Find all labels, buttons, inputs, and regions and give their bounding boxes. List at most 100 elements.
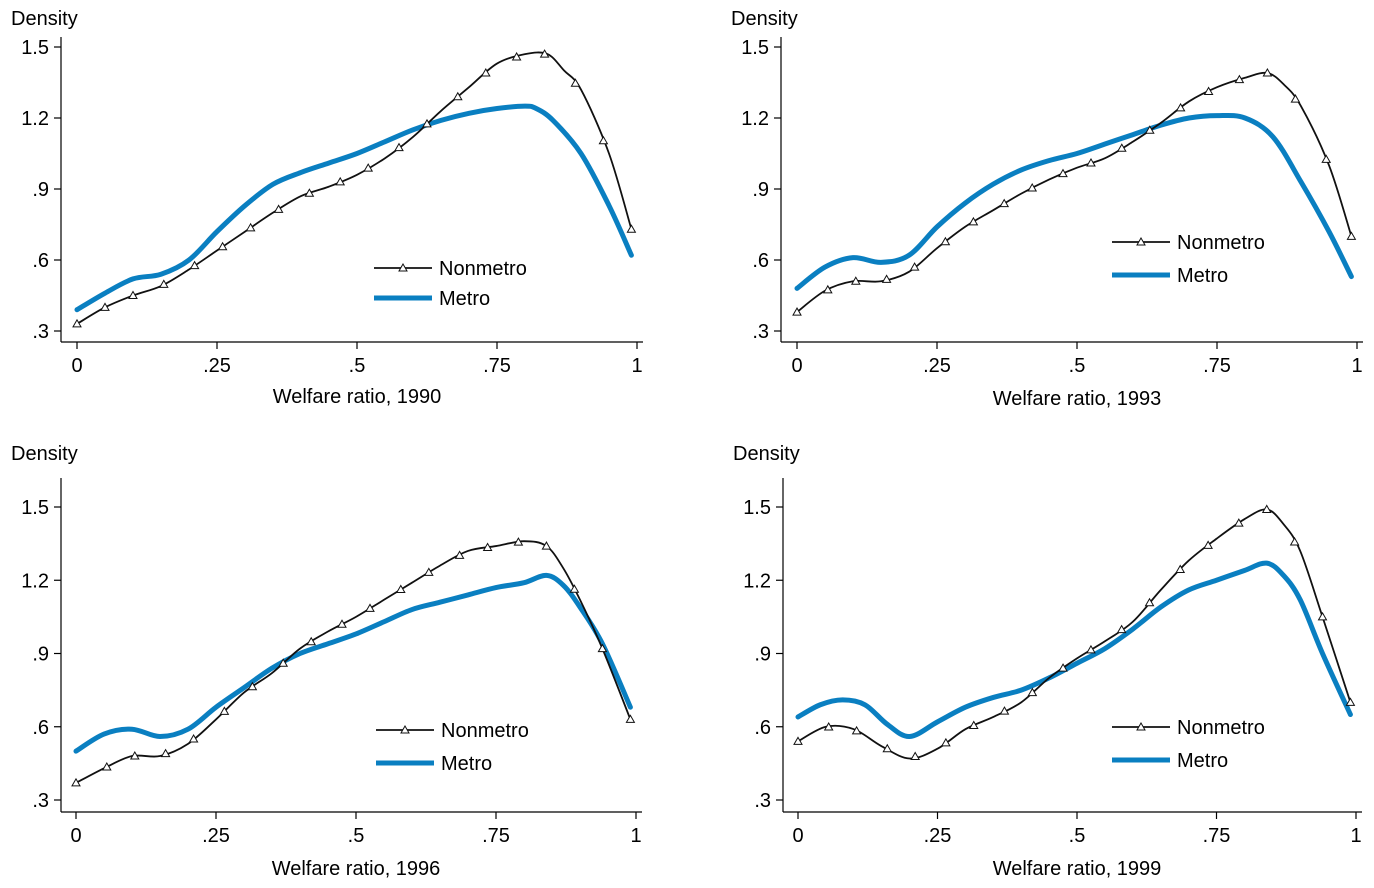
nonmetro-data-point [539,49,550,58]
y-tick-label: 1.2 [21,570,49,592]
x-tick-label: .25 [924,825,952,847]
nonmetro-data-point [513,537,524,546]
nonmetro-data-point [158,279,169,288]
legend-nonmetro-marker [1136,721,1146,731]
x-tick-label: .25 [202,825,230,847]
x-tick-label: 1 [1350,825,1361,847]
nonmetro-data-point [422,118,432,128]
y-tick-label: 1.5 [743,497,771,519]
metro-series-line [73,572,633,754]
x-tick-label: .5 [1069,825,1086,847]
y-tick-label: .9 [32,644,49,666]
nonmetro-data-point [910,751,921,761]
y-tick-label: 1.2 [21,108,49,130]
nonmetro-data-point [1345,697,1356,706]
x-tick-label: 1 [630,825,641,847]
nonmetro-data-point [1144,597,1155,607]
nonmetro-data-point [335,176,346,186]
legend-nonmetro-label: Nonmetro [439,258,527,280]
x-tick-label: 0 [792,825,803,847]
nonmetro-data-point [1234,74,1245,84]
nonmetro-data-point [1203,540,1213,549]
nonmetro-data-point [395,584,406,594]
nonmetro-data-point [394,142,404,152]
nonmetro-data-point [1262,68,1273,77]
nonmetro-data-point [1175,564,1186,574]
nonmetro-data-point [128,290,138,299]
x-tick-label: 1 [631,355,642,377]
nonmetro-data-point [598,135,609,145]
metro-series-line [74,103,634,313]
x-axis-label: Welfare ratio, 1996 [272,858,441,880]
legend-metro-label: Metro [1177,750,1228,772]
x-tick-label: 0 [70,825,81,847]
nonmetro-data-point [1317,611,1328,621]
nonmetro-series-line [797,508,1352,760]
x-tick-label: 1 [1351,355,1362,377]
y-tick-label: 1.2 [741,108,769,130]
metro-series-line [794,112,1354,291]
nonmetro-series-line [796,71,1353,313]
nonmetro-data-point [423,567,434,576]
density-panel: Density .3 .6 .9 1.2 1.5 0 .25 .5 .75 1 Welfare rat… [731,8,1363,410]
nonmetro-data-point [1289,536,1300,546]
nonmetro-data-point [881,274,892,283]
nonmetro-data-point [1175,102,1186,112]
nonmetro-data-point [273,204,284,213]
legend: Nonmetro Metro [1112,717,1265,772]
nonmetro-data-point [1027,183,1038,192]
x-axis-label: Welfare ratio, 1993 [993,388,1162,410]
nonmetro-data-point [189,260,200,270]
y-tick-label: .6 [754,717,771,739]
nonmetro-data-point [968,720,979,730]
nonmetro-data-point [1261,504,1272,513]
nonmetro-data-point [278,658,289,667]
x-tick-label: .75 [483,355,511,377]
y-axis-label: Density [11,8,78,30]
y-tick-label: .3 [752,321,769,343]
y-tick-label: .6 [32,250,49,272]
nonmetro-data-point [999,198,1010,208]
legend-nonmetro-marker [398,262,408,272]
legend-nonmetro-marker [400,724,410,734]
nonmetro-data-point [1233,518,1244,527]
x-tick-label: .5 [348,825,365,847]
nonmetro-data-point [597,643,608,653]
y-tick-label: 1.2 [743,570,771,592]
density-panel: Density .3 .6 .9 1.2 1.5 0 .25 .5 .75 1 Welfare rat… [11,443,642,880]
nonmetro-data-point [1144,125,1155,134]
y-tick-label: .3 [754,790,771,812]
nonmetro-data-point [1321,154,1332,163]
nonmetro-data-point [365,603,375,612]
nonmetro-data-point [968,216,979,226]
legend: Nonmetro Metro [376,720,529,775]
legend-metro-label: Metro [439,288,490,310]
nonmetro-data-point [1346,231,1357,240]
y-tick-label: 1.5 [21,497,49,519]
nonmetro-data-point [626,224,637,233]
nonmetro-data-point [909,262,920,271]
y-tick-label: .9 [754,644,771,666]
nonmetro-data-point [822,284,833,294]
nonmetro-data-point [941,737,951,747]
x-tick-label: 0 [791,355,802,377]
nonmetro-data-point [129,751,140,760]
nonmetro-data-point [452,91,463,101]
legend-metro-label: Metro [1177,265,1228,287]
nonmetro-data-point [245,222,256,232]
nonmetro-data-point [482,542,493,552]
legend-nonmetro-label: Nonmetro [1177,717,1265,739]
nonmetro-data-point [306,636,317,646]
nonmetro-data-point [247,681,258,691]
nonmetro-data-point [1116,624,1127,634]
nonmetro-data-point [511,51,522,61]
x-tick-label: .5 [349,355,366,377]
nonmetro-data-point [304,188,315,197]
y-tick-label: 1.5 [741,37,769,59]
nonmetro-data-point [454,550,465,559]
x-tick-label: .25 [923,355,951,377]
legend: Nonmetro Metro [374,258,527,310]
legend: Nonmetro Metro [1112,232,1265,287]
nonmetro-data-point [1086,157,1096,167]
nonmetro-data-point [823,721,834,731]
